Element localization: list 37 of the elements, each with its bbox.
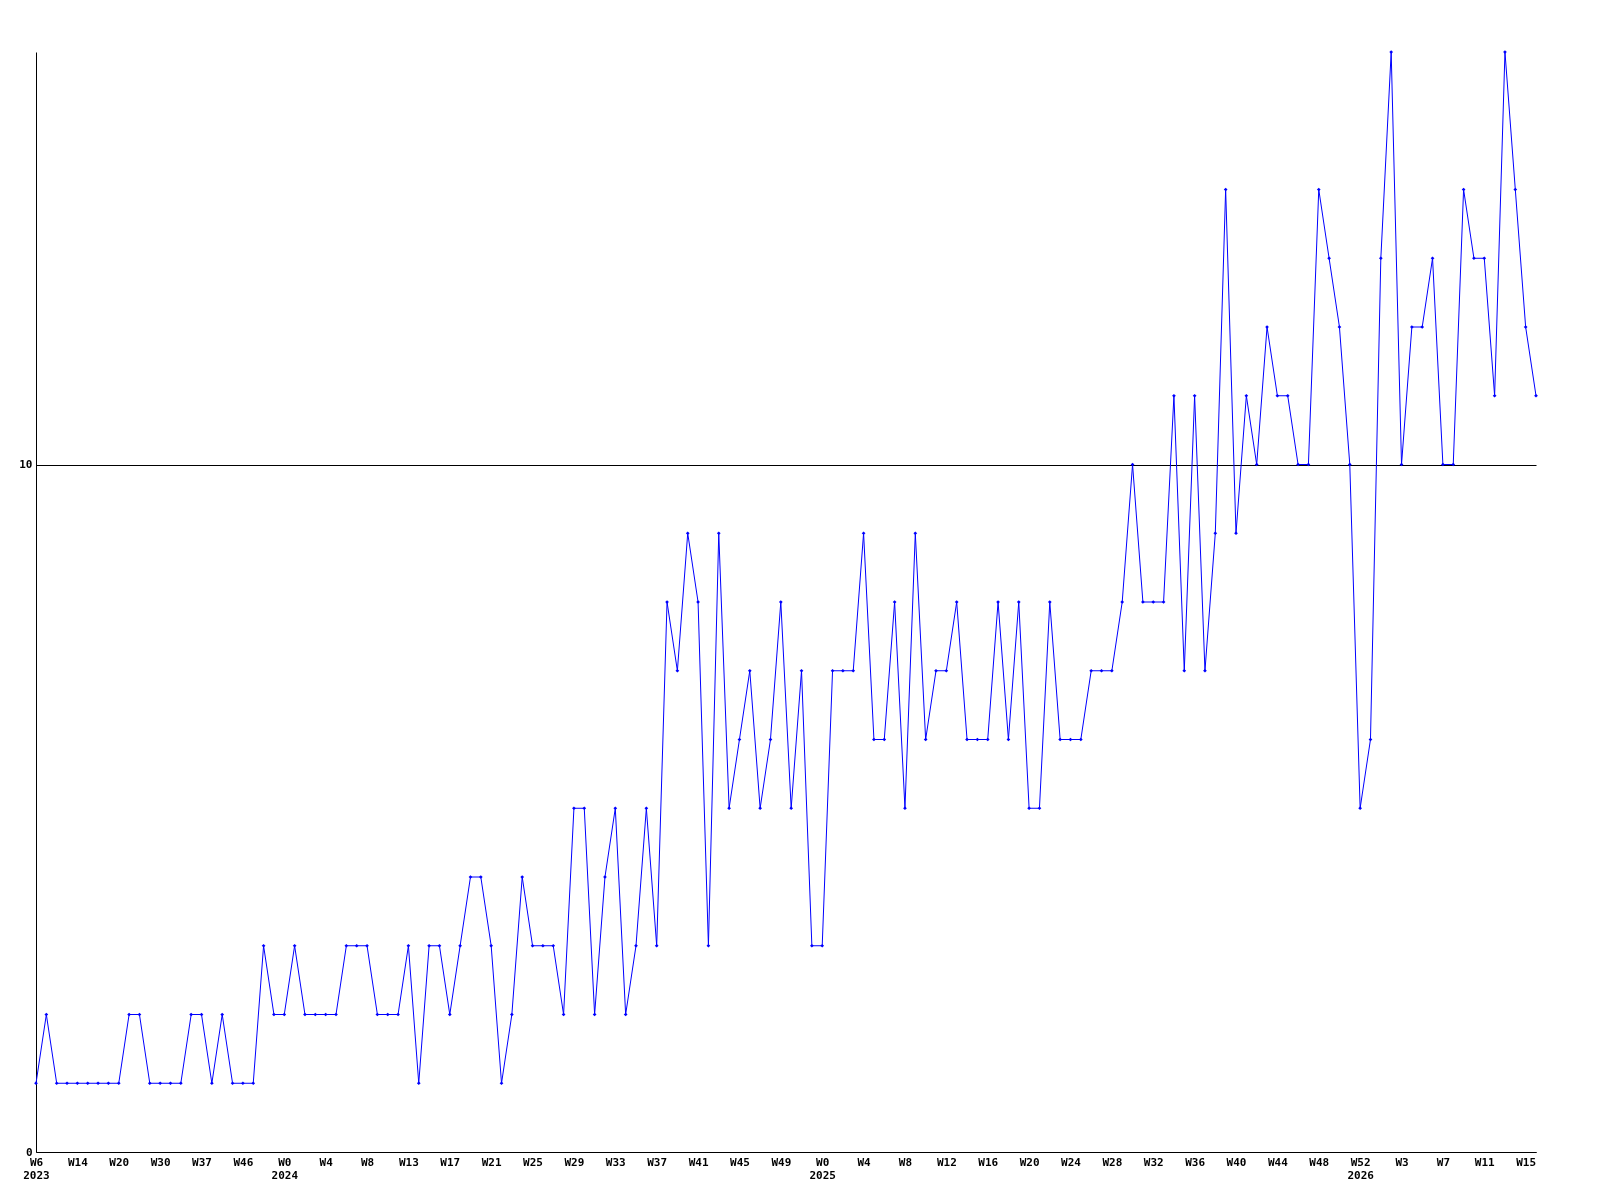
x-tick-label: W28 [1102,1155,1123,1169]
x-tick-label: W37 [192,1155,212,1169]
y-tick-label: 10 [19,458,33,471]
x-tick-label: W46 [233,1155,254,1169]
x-tick-label: W41 [688,1155,709,1169]
x-tick-label: W52 2026 [1347,1155,1375,1182]
x-tick-label: W7 [1436,1155,1451,1169]
x-tick-label: W20 [1019,1155,1040,1169]
x-tick-label: W4 [319,1155,334,1169]
x-tick-label: W33 [605,1155,626,1169]
x-tick-label: W12 [936,1155,957,1169]
x-tick-label: W13 [398,1155,419,1169]
x-tick-label: W25 [523,1155,543,1169]
x-tick-label: W0 2024 [271,1155,299,1182]
x-tick-label: W44 [1267,1155,1289,1169]
x-tick-label: W4 [857,1155,872,1169]
x-tick-label: W0 2025 [809,1155,836,1182]
x-tick-label: W29 [564,1155,585,1169]
x-tick-label: W17 [440,1155,461,1169]
x-tick-label: W3 [1395,1155,1409,1169]
x-tick-label: W36 [1185,1155,1206,1169]
x-tick-label: W45 [730,1155,750,1169]
x-tick-label: W21 [481,1155,502,1169]
x-tick-label: W32 [1143,1155,1164,1169]
x-tick-label: W16 [978,1155,999,1169]
x-tick-label: W11 [1474,1155,1496,1169]
x-tick-label: W15 [1516,1155,1537,1169]
x-tick-label: W20 [109,1155,130,1169]
x-tick-label: W30 [150,1155,171,1169]
x-tick-label: W48 [1309,1155,1330,1169]
x-tick-label: W37 [647,1155,668,1169]
x-tick-label: W40 [1226,1155,1247,1169]
x-tick-label: W14 [67,1155,89,1169]
x-tick-label: W8 [360,1155,375,1169]
x-tick-label: W24 [1061,1155,1082,1169]
x-tick-label: W8 [898,1155,913,1169]
x-tick-label: W49 [771,1155,792,1169]
